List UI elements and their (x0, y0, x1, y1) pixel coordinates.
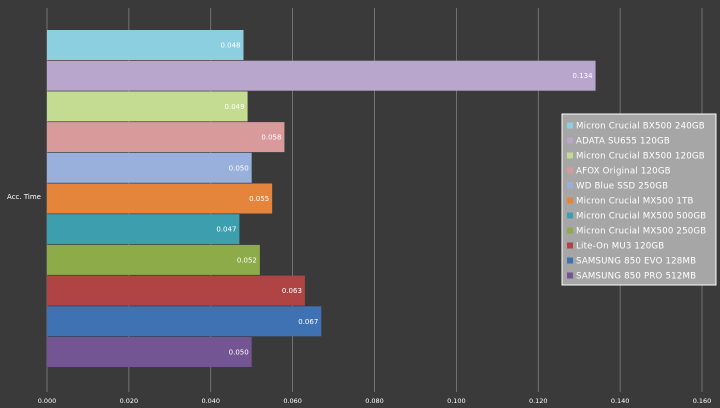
value-labels: 0.048 0.134 0.049 0.058 0.050 0.055 0.047 0.052… (216, 42, 593, 357)
legend-swatch (567, 242, 573, 249)
x-tick-label: 0.080 (365, 397, 384, 405)
legend-entry: Micron Crucial BX500 240GB (576, 122, 705, 132)
legend-items: Micron Crucial BX500 240GB ADATA SU655 12… (567, 122, 706, 282)
bar (47, 91, 248, 122)
legend-entry: Micron Crucial MX500 500GB (576, 212, 706, 222)
bar (47, 152, 252, 183)
legend: Micron Crucial BX500 240GB ADATA SU655 12… (561, 113, 717, 286)
value-label: 0.055 (249, 195, 269, 203)
value-label: 0.048 (220, 42, 240, 50)
legend-swatch (567, 152, 573, 159)
legend-entry: Micron Crucial BX500 120GB (576, 152, 705, 162)
bar (47, 122, 285, 153)
bar-series (47, 30, 596, 367)
bar (47, 306, 322, 337)
legend-background (561, 113, 717, 286)
bar (47, 337, 252, 367)
legend-swatch (567, 122, 573, 129)
legend-entry: SAMSUNG 850 EVO 128MB (576, 257, 696, 267)
legend-swatch (567, 272, 573, 279)
legend-entry: Lite-On MU3 120GB (576, 242, 664, 252)
value-label: 0.063 (282, 287, 302, 295)
legend-swatch (567, 227, 573, 234)
legend-swatch (567, 197, 573, 204)
bar (47, 30, 244, 60)
x-tick-label: 0.000 (38, 397, 57, 405)
value-label: 0.050 (229, 164, 249, 172)
bar (47, 214, 240, 245)
legend-entry: ADATA SU655 120GB (576, 137, 670, 147)
legend-entry: Micron Crucial MX500 250GB (576, 227, 706, 237)
x-tick-label: 0.140 (611, 397, 630, 405)
x-tick-label: 0.040 (201, 397, 220, 405)
value-label: 0.052 (237, 256, 257, 264)
category-label: Acc. Time (7, 193, 41, 201)
legend-swatch (567, 182, 573, 189)
x-tick-label: 0.020 (120, 397, 139, 405)
bar (47, 275, 305, 306)
legend-swatch (567, 257, 573, 264)
value-label: 0.047 (216, 226, 236, 234)
legend-entry: SAMSUNG 850 PRO 512MB (576, 272, 696, 282)
value-label: 0.058 (261, 134, 281, 142)
value-label: 0.067 (298, 318, 318, 326)
x-tick-label: 0.060 (283, 397, 302, 405)
legend-entry: AFOX Original 120GB (576, 167, 671, 177)
bar (47, 183, 273, 214)
x-axis-tick-labels: 0.000 0.020 0.040 0.060 0.080 0.100 0.120 0.140… (38, 397, 712, 405)
legend-swatch (567, 167, 573, 174)
legend-swatch (567, 137, 573, 144)
bar (47, 244, 260, 275)
value-label: 0.134 (573, 72, 594, 80)
x-tick-label: 0.160 (693, 397, 712, 405)
value-label: 0.050 (229, 349, 249, 357)
x-tick-label: 0.100 (447, 397, 466, 405)
value-label: 0.049 (225, 103, 245, 111)
x-tick-label: 0.120 (529, 397, 548, 405)
legend-entry: Micron Crucial MX500 1TB (576, 197, 694, 207)
legend-swatch (567, 212, 573, 219)
legend-entry: WD Blue SSD 250GB (576, 182, 668, 192)
bar (47, 60, 596, 91)
